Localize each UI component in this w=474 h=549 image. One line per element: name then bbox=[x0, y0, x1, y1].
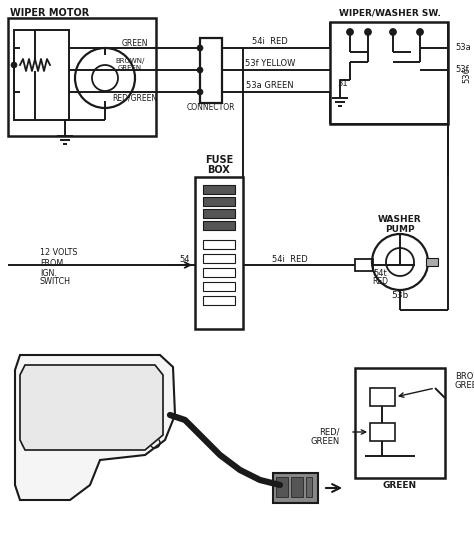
Text: GREEN: GREEN bbox=[122, 40, 148, 48]
Bar bbox=[306, 477, 312, 497]
Text: GREEN: GREEN bbox=[455, 382, 474, 390]
Text: GREEN: GREEN bbox=[383, 481, 417, 490]
Bar bbox=[8, 18, 156, 136]
Text: RED: RED bbox=[372, 277, 388, 285]
Bar bbox=[355, 259, 373, 271]
Text: 54i  RED: 54i RED bbox=[272, 255, 308, 264]
Circle shape bbox=[390, 29, 396, 36]
Bar bbox=[355, 368, 445, 478]
Text: GREEN: GREEN bbox=[311, 438, 340, 446]
Bar bbox=[330, 22, 448, 124]
Circle shape bbox=[417, 29, 423, 36]
Text: 53f YELLOW: 53f YELLOW bbox=[245, 59, 295, 69]
Circle shape bbox=[365, 29, 372, 36]
Polygon shape bbox=[20, 365, 163, 450]
Text: BOX: BOX bbox=[208, 165, 230, 175]
Circle shape bbox=[197, 89, 203, 95]
Text: 54i  RED: 54i RED bbox=[252, 37, 288, 47]
Text: 53f: 53f bbox=[455, 65, 469, 75]
Bar bbox=[14, 30, 69, 120]
Text: 54t: 54t bbox=[373, 268, 387, 277]
Circle shape bbox=[79, 401, 91, 413]
Bar bbox=[203, 185, 235, 194]
Text: 12 VOLTS
FROM: 12 VOLTS FROM bbox=[40, 248, 78, 268]
Circle shape bbox=[197, 45, 203, 51]
Circle shape bbox=[197, 67, 203, 73]
Text: RED/GREEN: RED/GREEN bbox=[112, 93, 157, 103]
Bar bbox=[203, 282, 235, 291]
Text: 536: 536 bbox=[462, 67, 471, 83]
Text: IGN.: IGN. bbox=[40, 268, 57, 277]
Bar bbox=[370, 388, 395, 406]
Text: PUMP: PUMP bbox=[385, 226, 415, 234]
Text: 31: 31 bbox=[337, 80, 348, 88]
Text: 53b: 53b bbox=[392, 292, 409, 300]
Bar bbox=[370, 423, 395, 441]
Text: BROWN/: BROWN/ bbox=[455, 372, 474, 380]
Bar bbox=[426, 258, 438, 266]
Bar bbox=[203, 296, 235, 305]
Text: WIPER/WASHER SW.: WIPER/WASHER SW. bbox=[339, 8, 441, 18]
Bar bbox=[273, 473, 318, 503]
Text: WIPER MOTOR: WIPER MOTOR bbox=[10, 8, 89, 18]
Text: RED/: RED/ bbox=[319, 428, 340, 436]
Text: CONNECTOR: CONNECTOR bbox=[187, 104, 235, 113]
Circle shape bbox=[346, 29, 354, 36]
Text: 53a: 53a bbox=[455, 43, 471, 53]
Bar bbox=[203, 197, 235, 206]
Text: FUSE: FUSE bbox=[205, 155, 233, 165]
Bar bbox=[291, 477, 303, 497]
Text: 54: 54 bbox=[180, 255, 190, 264]
Bar bbox=[276, 477, 288, 497]
Bar bbox=[203, 221, 235, 230]
Bar bbox=[203, 268, 235, 277]
Bar bbox=[200, 38, 222, 103]
Bar bbox=[195, 177, 243, 329]
Bar bbox=[203, 209, 235, 218]
Polygon shape bbox=[15, 355, 175, 500]
Bar bbox=[203, 240, 235, 249]
Text: WASHER: WASHER bbox=[378, 216, 422, 225]
Text: SWITCH: SWITCH bbox=[40, 277, 71, 287]
Bar bbox=[203, 254, 235, 263]
Text: BROWN/
GREEN: BROWN/ GREEN bbox=[115, 58, 145, 70]
Text: 53a GREEN: 53a GREEN bbox=[246, 81, 294, 91]
Circle shape bbox=[11, 62, 17, 68]
